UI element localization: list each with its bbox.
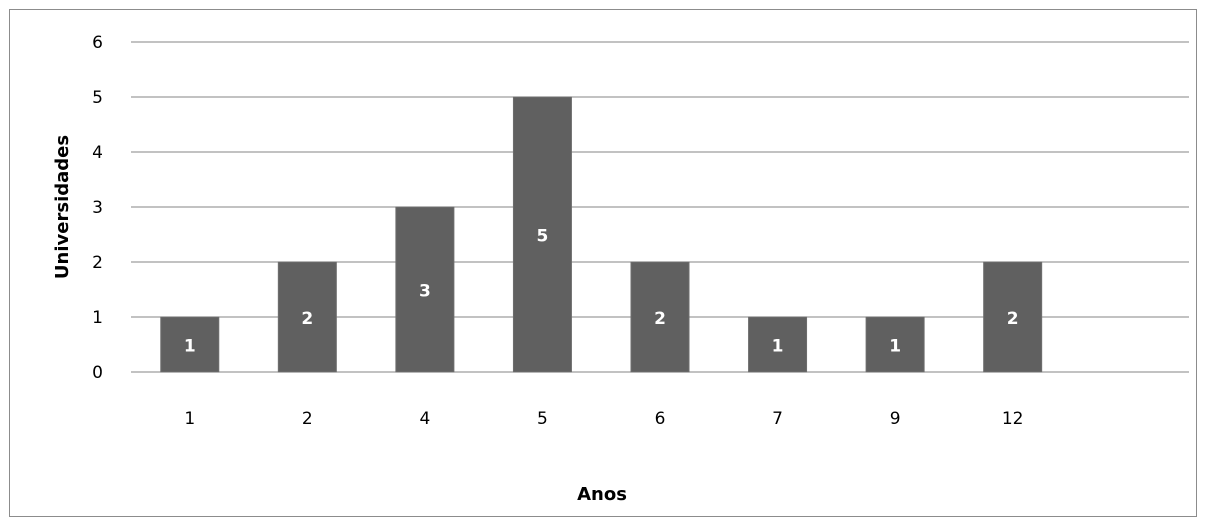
y-tick-label: 0 <box>92 363 103 383</box>
x-tick-label: 2 <box>302 409 313 429</box>
x-tick-label: 6 <box>655 409 666 429</box>
x-tick-label: 7 <box>772 409 783 429</box>
bar <box>983 261 1043 373</box>
bar <box>160 316 220 373</box>
data-label: 1 <box>772 337 784 357</box>
data-labels: 1 2 3 5 2 1 1 2 <box>184 227 1019 357</box>
data-label: 3 <box>419 282 431 302</box>
bar <box>277 261 337 373</box>
x-tick-label: 1 <box>184 409 195 429</box>
y-tick-label: 6 <box>92 33 103 53</box>
bar <box>630 261 690 373</box>
bar <box>748 316 808 373</box>
y-tick-label: 5 <box>92 88 103 108</box>
y-tick-label: 4 <box>92 143 103 163</box>
y-tick-label: 2 <box>92 253 103 273</box>
y-axis-title: Universidades <box>52 135 73 279</box>
data-label: 5 <box>537 227 549 247</box>
bar <box>395 206 455 373</box>
data-label: 2 <box>1007 309 1019 329</box>
y-axis-ticks: 0 1 2 3 4 5 6 <box>92 33 103 383</box>
y-tick-label: 1 <box>92 308 103 328</box>
x-tick-label: 12 <box>1002 409 1024 429</box>
data-label: 1 <box>184 337 196 357</box>
x-axis-title: Anos <box>577 484 627 505</box>
x-tick-label: 4 <box>419 409 430 429</box>
data-label: 2 <box>654 309 666 329</box>
bar <box>865 316 925 373</box>
x-axis-ticks: 1 2 4 5 6 7 9 12 <box>184 409 1023 429</box>
data-label: 1 <box>889 337 901 357</box>
bars <box>160 96 1043 373</box>
data-label: 2 <box>301 309 313 329</box>
x-tick-label: 9 <box>890 409 901 429</box>
bar <box>512 96 572 373</box>
y-tick-label: 3 <box>92 198 103 218</box>
x-tick-label: 5 <box>537 409 548 429</box>
